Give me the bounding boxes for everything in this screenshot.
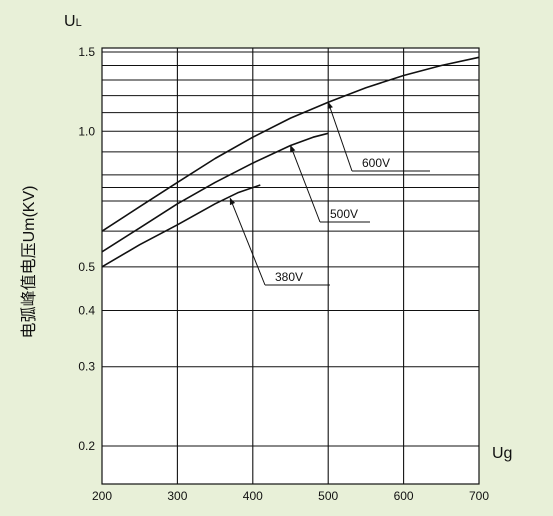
x-axis-title: Ug (492, 445, 512, 462)
series-label-500V: 500V (330, 207, 358, 221)
x-tick-label: 500 (318, 489, 338, 503)
y-tick-label: 1.0 (78, 124, 95, 138)
y-axis-label: 电弧峰值电压Um(KV) (20, 186, 38, 339)
x-tick-label: 400 (243, 489, 263, 503)
y-tick-label: 0.5 (78, 260, 95, 274)
x-tick-label: 300 (167, 489, 187, 503)
y-tick-label: 0.2 (78, 439, 95, 453)
series-lines (101, 56, 480, 268)
plot-background (101, 47, 480, 485)
x-tick-label: 600 (394, 489, 414, 503)
y-tick-label: 0.4 (78, 303, 95, 317)
x-tick-label: 700 (469, 489, 489, 503)
series-label-380V: 380V (275, 270, 303, 284)
series-label-600V: 600V (362, 156, 390, 170)
label-leader-arrow (229, 197, 266, 286)
series-line-600V (101, 56, 480, 232)
series-line-500V (101, 132, 329, 253)
series-labels: 600V 500V 380V (229, 101, 430, 286)
y-tick-label: 1.5 (78, 45, 95, 59)
tick-labels: 200 300 400 500 600 700 0.2 0.3 0.4 0.5 1.0 1.5 (78, 45, 489, 503)
label-leader-arrow (290, 144, 321, 223)
label-leader-arrow (327, 101, 353, 172)
y-axis-title: UL (64, 13, 82, 30)
plot-area (101, 47, 480, 485)
x-tick-label: 200 (92, 489, 112, 503)
y-tick-label: 0.3 (78, 360, 95, 374)
series-line-380V (101, 184, 261, 268)
